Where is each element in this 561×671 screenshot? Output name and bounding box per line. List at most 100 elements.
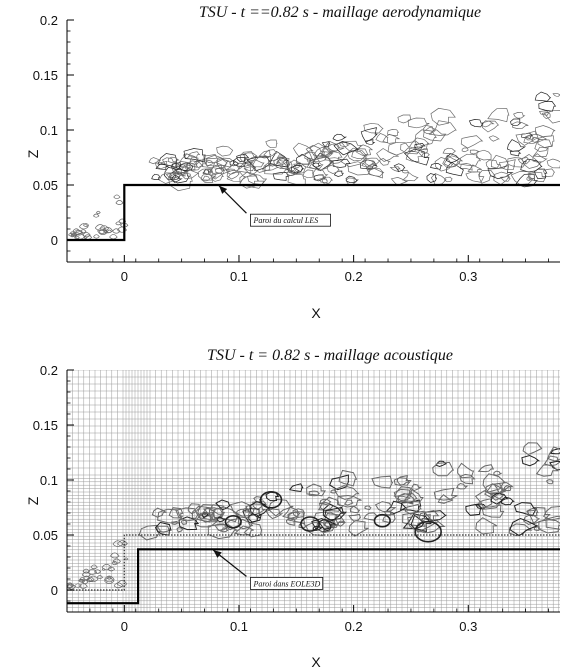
- contour-line: [216, 159, 233, 172]
- contour-line: [117, 226, 127, 233]
- contour-line: [288, 483, 304, 493]
- contour-line: [174, 161, 191, 173]
- contour-line: [542, 112, 551, 120]
- contour-line: [124, 557, 129, 561]
- contour-line: [482, 473, 507, 493]
- contour-line: [83, 575, 91, 580]
- contour-line: [106, 229, 113, 234]
- contour-line: [290, 164, 304, 174]
- contour-line: [313, 174, 326, 182]
- contour-line: [488, 135, 500, 142]
- contour-line: [396, 474, 412, 486]
- contour-line: [115, 221, 122, 226]
- contour-line: [262, 162, 279, 171]
- contour-line: [534, 168, 548, 180]
- les-wall-line: [67, 183, 560, 242]
- x-tick-label: 0.2: [345, 269, 363, 284]
- contour-line: [206, 154, 230, 169]
- contour-line: [302, 169, 315, 179]
- contour-line: [214, 167, 225, 175]
- contour-line: [538, 110, 550, 116]
- contour-line: [393, 486, 413, 499]
- contour-line: [219, 527, 230, 533]
- contour-line: [308, 490, 321, 497]
- contour-line: [115, 200, 124, 205]
- contour-line: [171, 174, 183, 183]
- contour-line: [549, 460, 560, 471]
- contour-line: [387, 141, 411, 156]
- y-axis-label: Z: [25, 149, 41, 158]
- contour-line: [207, 161, 231, 180]
- contour-line: [110, 552, 120, 559]
- contour-line: [465, 503, 483, 516]
- contour-line: [259, 490, 283, 509]
- contour-line: [509, 150, 522, 157]
- contour-line: [265, 139, 278, 149]
- contour-line: [292, 508, 306, 519]
- contour-line: [348, 520, 369, 537]
- contour-line: [527, 171, 547, 183]
- contour-line: [239, 151, 258, 163]
- contour-line: [475, 517, 498, 535]
- contour-line: [465, 171, 485, 183]
- contour-line: [430, 107, 456, 126]
- contour-line: [70, 234, 75, 238]
- contour-line: [213, 506, 240, 523]
- contour-line: [456, 482, 469, 490]
- contour-line: [201, 512, 209, 519]
- y-tick-label: 0.2: [40, 363, 58, 378]
- contour-line: [408, 137, 430, 151]
- contour-line: [526, 176, 533, 182]
- contour-line: [245, 503, 267, 516]
- contour-line: [333, 170, 344, 177]
- contour-line: [90, 564, 98, 570]
- contour-line: [532, 153, 548, 163]
- contour-line: [172, 165, 188, 177]
- contour-line: [397, 114, 413, 124]
- y-tick-label: 0: [51, 583, 58, 598]
- eole3d-wall-line: [67, 548, 560, 605]
- contour-line: [469, 149, 480, 155]
- contour-line: [364, 157, 381, 168]
- x-tick-label: 0.1: [230, 619, 248, 634]
- contour-line: [421, 152, 431, 158]
- y-axis-label: Z: [25, 496, 41, 505]
- y-tick-label: 0.05: [33, 528, 58, 543]
- contour-line: [163, 166, 183, 181]
- contour-line: [517, 157, 531, 165]
- contour-line: [337, 520, 345, 527]
- contour-line: [366, 167, 385, 177]
- contour-line: [112, 540, 124, 547]
- vorticity-contours: [67, 442, 560, 590]
- contour-line: [74, 583, 82, 588]
- contour-line: [177, 153, 200, 168]
- contour-line: [312, 511, 339, 524]
- contour-line: [382, 513, 397, 523]
- contour-line: [151, 507, 167, 518]
- contour-line: [312, 162, 322, 168]
- contour-line: [487, 165, 514, 180]
- contour-line: [393, 488, 410, 502]
- contour-line: [183, 153, 190, 159]
- contour-line: [181, 519, 187, 525]
- x-axis-label: X: [311, 654, 321, 670]
- contour-line: [185, 162, 196, 171]
- y-tick-label: 0.2: [40, 13, 58, 28]
- contour-line: [351, 148, 369, 160]
- contour-line: [251, 155, 271, 173]
- contour-line: [481, 504, 505, 518]
- x-tick-label: 0: [121, 269, 128, 284]
- contour-line: [407, 514, 439, 533]
- contour-line: [458, 153, 482, 167]
- contour-line: [457, 462, 475, 479]
- contour-line: [345, 175, 359, 183]
- x-tick-label: 0.3: [459, 619, 477, 634]
- contour-line: [236, 163, 252, 174]
- contour-line: [444, 176, 453, 183]
- contour-line: [543, 506, 560, 521]
- contour-line: [422, 125, 437, 134]
- contour-line: [373, 513, 391, 528]
- contour-line: [305, 145, 326, 161]
- contour-line: [113, 194, 121, 200]
- contour-line: [243, 522, 263, 538]
